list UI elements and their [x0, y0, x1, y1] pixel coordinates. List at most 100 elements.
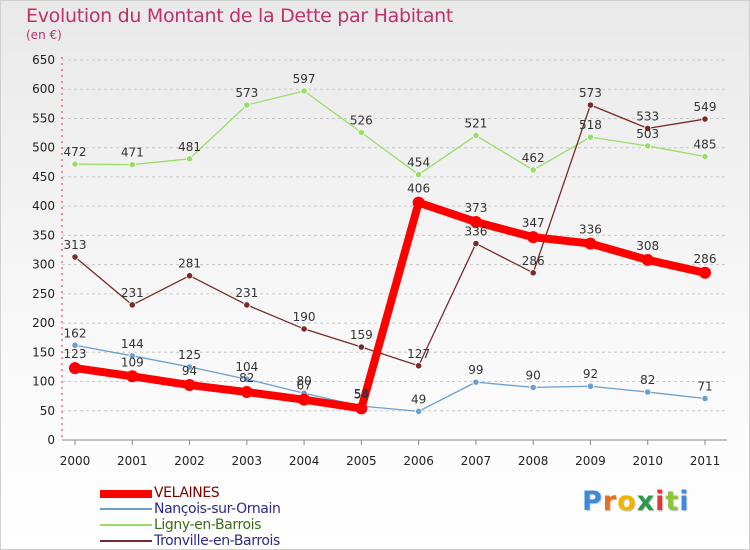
data-label: 462 [522, 151, 545, 165]
data-point [128, 161, 136, 169]
legend-label: Nançois-sur-Ornain [154, 501, 281, 517]
data-label: 159 [350, 328, 373, 342]
logo-letter: P [582, 486, 603, 517]
data-point [472, 131, 480, 140]
data-label: 373 [464, 201, 487, 215]
data-label: 503 [636, 127, 659, 141]
x-tick-label: 2005 [346, 454, 377, 468]
x-tick-label: 2006 [403, 454, 434, 468]
series-line [74, 344, 706, 413]
data-label: 109 [121, 355, 144, 369]
data-point [701, 394, 709, 403]
data-label: 92 [583, 367, 598, 381]
data-label: 518 [579, 118, 602, 132]
data-point [243, 375, 251, 383]
data-point [472, 378, 480, 386]
data-label: 144 [121, 337, 144, 351]
data-label: 526 [350, 113, 373, 127]
data-point [644, 124, 652, 132]
data-label: 127 [407, 347, 430, 361]
data-point [586, 382, 595, 390]
data-point [529, 166, 537, 174]
data-point [586, 133, 595, 141]
data-label: 472 [64, 145, 87, 159]
data-label: 80 [296, 374, 311, 388]
x-tick-label: 2001 [117, 454, 148, 468]
data-label: 125 [178, 348, 201, 362]
data-label: 190 [293, 310, 316, 324]
data-label: 49 [411, 392, 426, 406]
data-point [527, 231, 540, 244]
legend-item-ligny-en-barrois: Ligny-en-Barrois [100, 517, 360, 534]
chart-subtitle: (en €) [26, 28, 62, 42]
y-tick-label: 150 [32, 345, 55, 359]
logo-letter: r [602, 486, 618, 517]
data-point [185, 272, 194, 280]
data-point [71, 341, 79, 349]
y-tick-label: 100 [32, 375, 55, 389]
data-label: 71 [697, 379, 712, 393]
data-label: 94 [182, 364, 197, 378]
data-point [586, 101, 595, 109]
data-point [472, 239, 480, 248]
y-tick-label: 250 [32, 287, 55, 301]
data-point [641, 253, 654, 266]
data-point [699, 266, 711, 279]
data-point [529, 383, 537, 391]
data-label: 231 [121, 286, 144, 300]
legend-item-nancois-sur-ornain: Nançois-sur-Ornain [100, 501, 360, 518]
data-point [415, 362, 423, 370]
data-label: 573 [235, 86, 258, 100]
y-tick-label: 600 [32, 82, 55, 96]
data-label: 308 [636, 239, 659, 253]
data-point [357, 128, 365, 137]
data-label: 347 [522, 216, 545, 230]
logo-letter: x [636, 486, 656, 517]
data-label: 521 [464, 116, 487, 130]
data-label: 406 [407, 182, 430, 196]
legend-item-tronville-en-barrois: Tronville-en-Barrois [100, 533, 360, 550]
data-label: 485 [694, 137, 717, 151]
x-tick-label: 2011 [690, 454, 721, 468]
y-tick-label: 200 [32, 316, 55, 330]
data-label: 454 [407, 156, 430, 170]
x-tick-label: 2003 [232, 454, 263, 468]
legend-swatch [100, 524, 152, 526]
y-tick-label: 400 [32, 199, 55, 213]
legend-label: VELAINES [154, 485, 220, 501]
data-label: 231 [235, 286, 258, 300]
data-label: 313 [64, 238, 87, 252]
logo-letter: i [655, 486, 666, 517]
data-point [529, 269, 537, 277]
data-label: 104 [235, 360, 258, 374]
data-label: 99 [468, 363, 483, 377]
data-point [300, 87, 308, 95]
y-tick-label: 550 [32, 111, 55, 125]
series-line-jump [357, 198, 423, 413]
x-tick-label: 2000 [60, 454, 91, 468]
data-point [128, 301, 136, 309]
data-point [126, 370, 139, 383]
y-tick-label: 50 [40, 404, 55, 418]
data-point [415, 170, 423, 179]
data-point [415, 407, 423, 415]
series-line [74, 104, 706, 367]
legend-label: Tronville-en-Barrois [154, 533, 280, 549]
data-label: 90 [526, 368, 541, 382]
data-point [240, 386, 253, 399]
data-label: 58 [354, 387, 369, 401]
logo-letter: i [679, 486, 690, 517]
data-label: 162 [64, 326, 87, 340]
data-point [69, 362, 81, 375]
x-tick-label: 2007 [461, 454, 492, 468]
y-tick-label: 0 [47, 433, 55, 447]
data-point [243, 101, 251, 109]
data-label: 82 [239, 371, 254, 385]
x-tick-label: 2004 [289, 454, 320, 468]
y-tick-label: 500 [32, 141, 55, 155]
y-tick-label: 450 [32, 170, 55, 184]
data-point [128, 352, 136, 360]
legend: VELAINES Nançois-sur-Ornain Ligny-en-Bar… [100, 485, 360, 550]
data-label: 336 [464, 225, 487, 239]
data-point [355, 402, 368, 415]
